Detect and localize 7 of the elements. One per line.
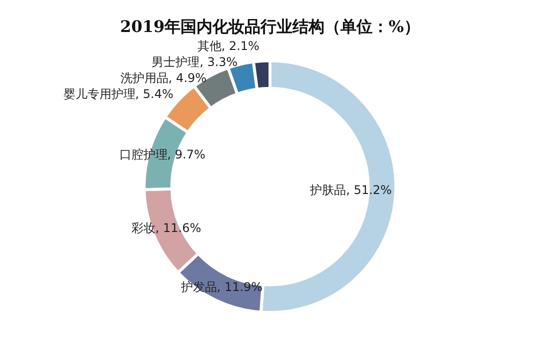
slice-label: 其他, 2.1% (197, 39, 260, 54)
slice-label: 洗护用品, 4.9% (120, 71, 207, 86)
slice-label: 护肤品, 51.2% (309, 182, 392, 197)
chart-title: 2019年国内化妆品行业结构（单位：%） (120, 16, 420, 36)
slice-label: 彩妆, 11.6% (131, 221, 202, 236)
slice-label: 婴儿专用护理, 5.4% (63, 87, 174, 102)
slice-label: 男士护理, 3.3% (152, 55, 238, 70)
